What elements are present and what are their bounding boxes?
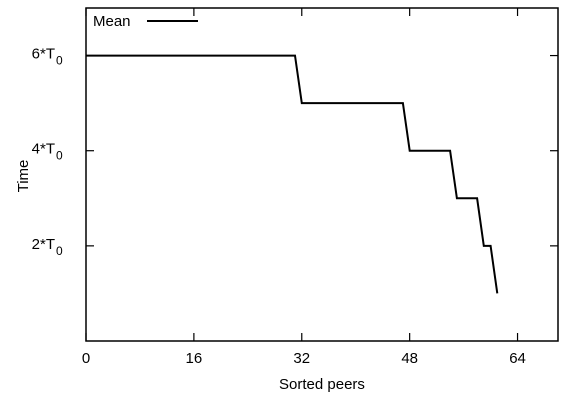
x-tick-label: 0 [82,350,90,367]
y-tick-label-subscript: 0 [56,244,63,258]
x-tick-label: 48 [401,350,418,367]
series-line-mean [86,54,499,294]
x-axis-ticks: 0 16 32 48 64 [82,8,526,367]
x-tick-label: 16 [186,350,203,367]
y-tick-label-subscript: 0 [56,54,63,68]
y-axis-ticks: 2*T 04*T 06*T 0 [32,46,558,258]
x-tick-label: 64 [509,350,526,367]
y-axis-label: Time [15,160,32,193]
legend: Mean [93,13,198,30]
y-tick-label: 2*T [32,236,55,253]
x-tick-label: 32 [293,350,310,367]
legend-label-mean: Mean [93,13,131,30]
x-axis-label: Sorted peers [279,376,365,393]
plot-frame [85,7,559,342]
y-tick-label: 6*T [32,46,55,63]
y-tick-label-subscript: 0 [56,149,63,163]
series-layer [86,54,499,294]
y-tick-label: 4*T [32,141,55,158]
